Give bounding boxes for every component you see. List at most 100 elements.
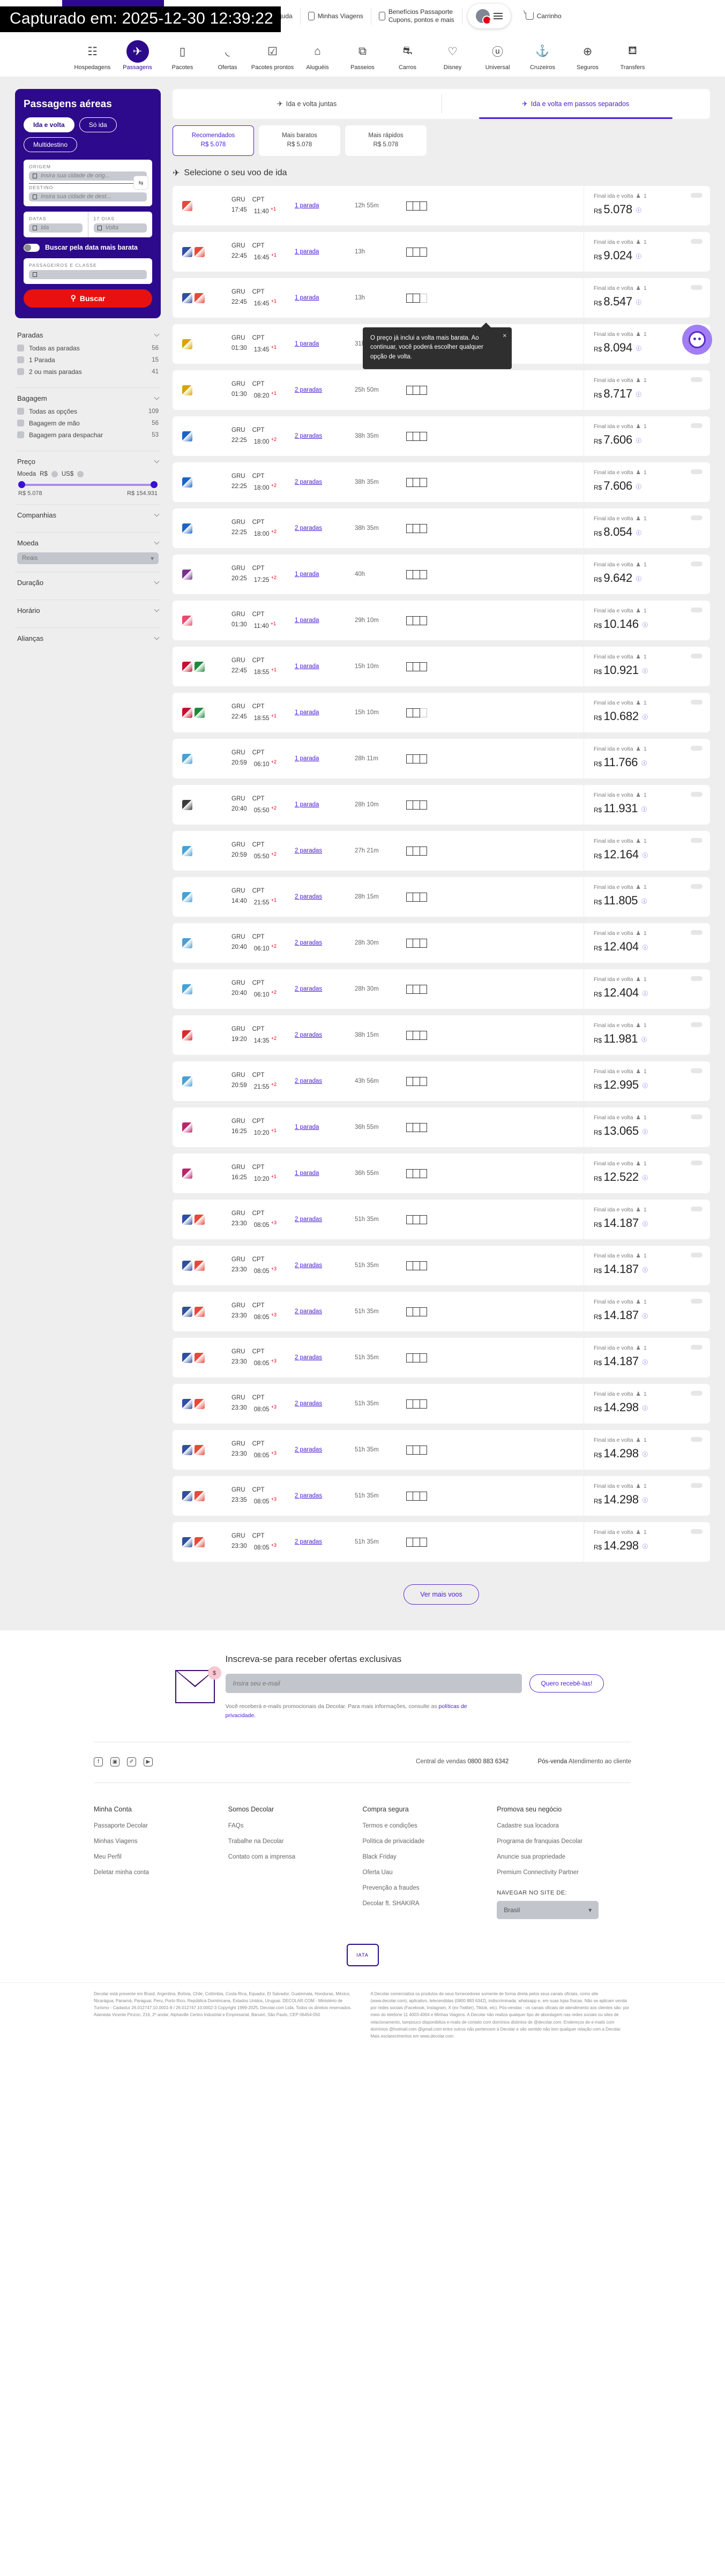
- stops-link[interactable]: 2 paradas: [295, 1447, 355, 1453]
- baggage-row[interactable]: Bagagem para despachar 53: [17, 431, 159, 439]
- flight-card[interactable]: GRU CPT 22:25 18:00 +2 2 paradas 38h 35m Final…: [173, 462, 710, 503]
- stops-link[interactable]: 2 paradas: [295, 1078, 355, 1084]
- stops-link[interactable]: 1 parada: [295, 663, 355, 670]
- footer-link[interactable]: Contato com a imprensa: [228, 1853, 296, 1860]
- stops-link[interactable]: 1 parada: [295, 617, 355, 624]
- price-info-icon[interactable]: ⓘ: [642, 1267, 648, 1274]
- return-input[interactable]: Volta: [93, 223, 147, 233]
- footer-link[interactable]: Meu Perfil: [94, 1853, 122, 1860]
- price-slider-max-handle[interactable]: [151, 481, 158, 488]
- stops-row[interactable]: 1 Parada 15: [17, 356, 159, 364]
- currency-select[interactable]: Reais ▾: [17, 552, 159, 564]
- search-button[interactable]: ⚲ Buscar: [24, 289, 152, 308]
- select-flight-button[interactable]: [691, 838, 702, 843]
- price-info-icon[interactable]: ⓘ: [642, 714, 648, 721]
- catnav-item-seguros[interactable]: ⊕ Seguros: [565, 40, 610, 71]
- stops-link[interactable]: 2 paradas: [295, 479, 355, 485]
- catnav-item-transfers[interactable]: ⛾ Transfers: [610, 40, 655, 71]
- my-trips-link[interactable]: Minhas Viagens: [301, 8, 371, 25]
- price-info-icon[interactable]: ⓘ: [642, 991, 648, 997]
- catnav-item-pacotes[interactable]: ▯ Pacotes: [160, 40, 205, 71]
- price-info-icon[interactable]: ⓘ: [642, 852, 648, 859]
- passengers-input[interactable]: [29, 269, 147, 279]
- account-menu-button[interactable]: 1: [467, 4, 511, 28]
- stops-link[interactable]: 1 parada: [295, 571, 355, 578]
- checkbox[interactable]: [17, 345, 24, 352]
- stops-link[interactable]: 2 paradas: [295, 848, 355, 854]
- select-flight-button[interactable]: [691, 1160, 702, 1166]
- price-info-icon[interactable]: ⓘ: [642, 1083, 648, 1089]
- stops-link[interactable]: 2 paradas: [295, 1262, 355, 1269]
- virtual-assistant-button[interactable]: [682, 324, 712, 355]
- select-flight-button[interactable]: [691, 285, 702, 290]
- select-flight-button[interactable]: [691, 884, 702, 889]
- newsletter-subscribe-button[interactable]: Quero recebê-las!: [529, 1674, 604, 1693]
- flight-card[interactable]: GRU CPT 01:30 08:20 +1 2 paradas 25h 50m Final…: [173, 370, 710, 410]
- stops-link[interactable]: 2 paradas: [295, 1308, 355, 1315]
- sort-tab-mais-rápidos[interactable]: Mais rápidos R$ 5.078: [345, 125, 427, 156]
- stops-link[interactable]: 2 paradas: [295, 387, 355, 393]
- cart-link[interactable]: Carrinho: [518, 8, 569, 25]
- flight-card[interactable]: GRU CPT 22:45 16:45 +1 1 parada 13h Final ida …: [173, 278, 710, 318]
- select-flight-button[interactable]: [691, 377, 702, 383]
- checkbox[interactable]: [17, 356, 24, 364]
- flight-card[interactable]: GRU CPT 23:35 08:05 +3 2 paradas 51h 35m Final…: [173, 1476, 710, 1516]
- stops-link[interactable]: 2 paradas: [295, 894, 355, 900]
- newsletter-email-input[interactable]: [225, 1674, 522, 1694]
- trip-type-só-ida[interactable]: Só ida: [79, 117, 117, 132]
- select-flight-button[interactable]: [691, 930, 702, 935]
- footer-link[interactable]: FAQs: [228, 1822, 244, 1829]
- catnav-item-cruzeiros[interactable]: ⚓ Cruzeiros: [520, 40, 565, 71]
- price-info-icon[interactable]: ⓘ: [642, 1129, 648, 1135]
- flight-card[interactable]: GRU CPT 22:45 18:55 +1 1 parada 15h 10m Final …: [173, 647, 710, 687]
- flight-card[interactable]: GRU CPT 23:30 08:05 +3 2 paradas 51h 35m Final…: [173, 1430, 710, 1470]
- stops-row[interactable]: Todas as paradas 56: [17, 345, 159, 352]
- flight-card[interactable]: GRU CPT 20:40 05:50 +2 1 parada 28h 10m Final …: [173, 785, 710, 825]
- flight-card[interactable]: GRU CPT 23:30 08:05 +3 2 paradas 51h 35m Final…: [173, 1522, 710, 1562]
- stops-link[interactable]: 1 parada: [295, 341, 355, 347]
- flight-card[interactable]: GRU CPT 20:40 06:10 +2 2 paradas 28h 30m Final…: [173, 923, 710, 963]
- price-info-icon[interactable]: ⓘ: [641, 898, 647, 905]
- price-info-icon[interactable]: ⓘ: [636, 484, 641, 490]
- country-select[interactable]: Brasil ▾: [497, 1900, 599, 1919]
- price-info-icon[interactable]: ⓘ: [642, 622, 648, 628]
- baggage-row[interactable]: Bagagem de mão 56: [17, 420, 159, 427]
- select-flight-button[interactable]: [691, 1483, 702, 1488]
- origin-input[interactable]: Insira sua cidade de orig...: [29, 171, 147, 181]
- flight-card[interactable]: GRU CPT 20:59 21:55 +2 2 paradas 43h 56m Final…: [173, 1061, 710, 1102]
- flight-card[interactable]: GRU CPT 23:30 08:05 +3 2 paradas 51h 35m Final…: [173, 1384, 710, 1424]
- price-info-icon[interactable]: ⓘ: [641, 760, 647, 767]
- price-slider-min-handle[interactable]: [18, 481, 25, 488]
- stops-link[interactable]: 2 paradas: [295, 940, 355, 946]
- footer-link[interactable]: Termos e condições: [362, 1822, 417, 1829]
- privacy-policy-link[interactable]: políticas de privacidade.: [225, 1703, 467, 1719]
- select-flight-button[interactable]: [691, 1437, 702, 1442]
- select-flight-button[interactable]: [691, 1114, 702, 1120]
- footer-link[interactable]: Black Friday: [362, 1853, 397, 1860]
- stops-link[interactable]: 2 paradas: [295, 1032, 355, 1038]
- price-info-icon[interactable]: ⓘ: [636, 530, 641, 536]
- stops-link[interactable]: 1 parada: [295, 709, 355, 716]
- flight-card[interactable]: GRU CPT 20:59 05:50 +2 2 paradas 27h 21m Final…: [173, 831, 710, 871]
- catnav-item-aluguéis[interactable]: ⌂ Aluguéis: [295, 40, 340, 71]
- stops-link[interactable]: 1 parada: [295, 295, 355, 301]
- swap-icon[interactable]: ⇆: [133, 176, 148, 190]
- select-flight-button[interactable]: [691, 1529, 702, 1534]
- select-flight-button[interactable]: [691, 469, 702, 475]
- select-flight-button[interactable]: [691, 1391, 702, 1396]
- select-flight-button[interactable]: [691, 1345, 702, 1350]
- select-flight-button[interactable]: [691, 515, 702, 521]
- benefits-link[interactable]: Benefícios Passaporte Cupons, pontos e m…: [371, 8, 462, 25]
- select-flight-button[interactable]: [691, 746, 702, 751]
- stops-link[interactable]: 2 paradas: [295, 1493, 355, 1499]
- close-icon[interactable]: ✕: [502, 333, 507, 339]
- catnav-item-hospedagens[interactable]: ☷ Hospedagens: [70, 40, 115, 71]
- flight-card[interactable]: GRU CPT 22:45 16:45 +1 1 parada 13h Final ida …: [173, 232, 710, 272]
- checkbox[interactable]: [17, 431, 24, 439]
- depart-date-field[interactable]: DATAS Ida: [24, 212, 88, 237]
- flight-card[interactable]: GRU CPT 17:45 11:40 +1 1 parada 12h 55m Final …: [173, 186, 710, 226]
- price-info-icon[interactable]: ⓘ: [642, 668, 648, 675]
- stops-link[interactable]: 1 parada: [295, 1170, 355, 1177]
- checkbox[interactable]: [17, 420, 24, 427]
- footer-link[interactable]: Premium Connectivity Partner: [497, 1869, 579, 1876]
